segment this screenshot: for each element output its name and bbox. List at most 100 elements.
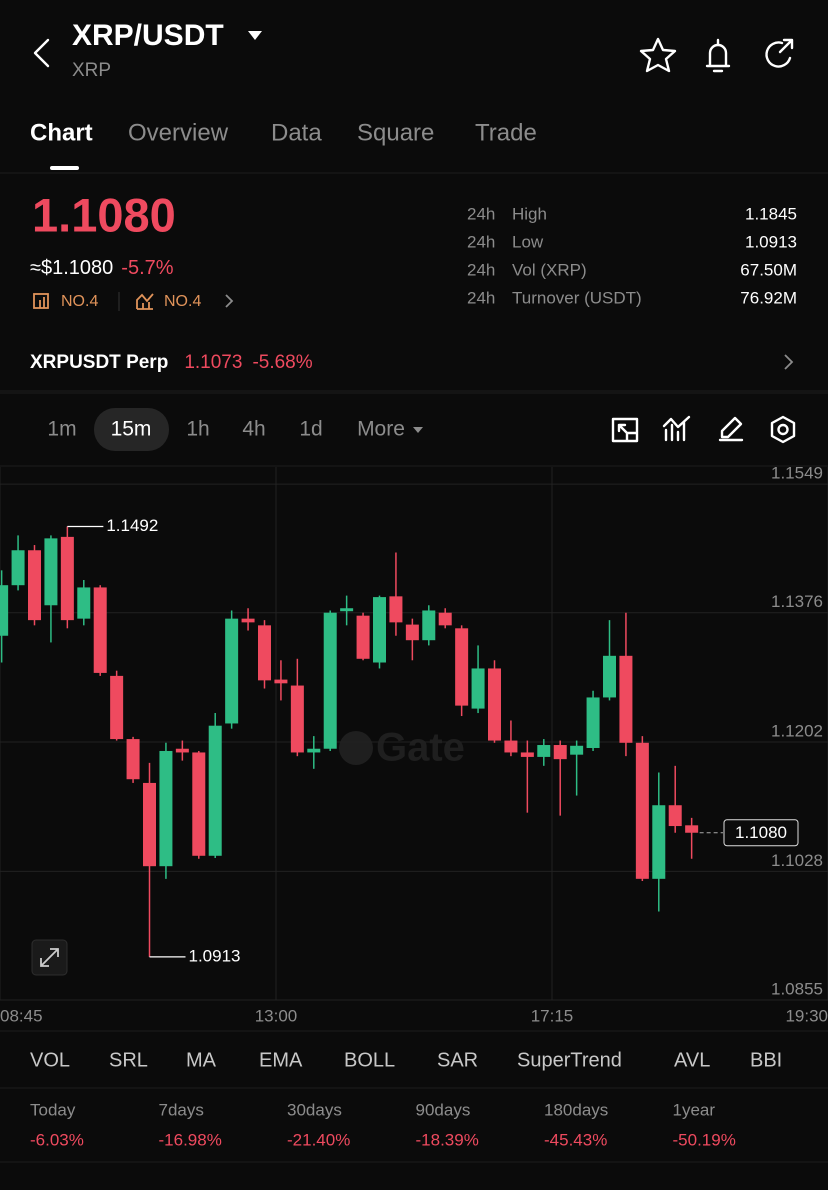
performance-period: 90days (416, 1100, 471, 1119)
tab[interactable]: Square (357, 119, 434, 146)
interval-option[interactable]: 1h (186, 418, 209, 441)
candle-body (389, 596, 403, 623)
candle-body (290, 685, 304, 753)
market-rank[interactable]: NO.4 (61, 293, 98, 310)
rank-icon (33, 293, 49, 309)
candle-body (455, 628, 469, 706)
indicator-option[interactable]: BOLL (344, 1049, 395, 1071)
tab[interactable]: Data (271, 119, 322, 146)
last-price-box (723, 819, 799, 847)
last-price: 1.1080 (32, 188, 176, 241)
interval-selected-bg (94, 408, 169, 451)
interval-option[interactable]: 1d (299, 418, 322, 441)
candle-body (619, 655, 633, 743)
tab-bar: Chart Overview Data Square Trade (30, 119, 537, 146)
candle-body (323, 612, 337, 749)
candle-body (241, 618, 255, 623)
candlestick-chart: Gate 1.0855 1.1028 1.1202 1.1376 1.1549 08:45… (0, 464, 828, 1025)
candle-body (28, 550, 41, 621)
candle-body (175, 748, 189, 753)
rank-chevron[interactable] (225, 294, 234, 308)
stat-label: High (512, 204, 547, 223)
indicator-option[interactable]: SAR (437, 1049, 478, 1071)
perp-price: 1.1073 (184, 352, 242, 373)
candle-body (143, 782, 156, 867)
performance-change: -18.39% (416, 1130, 479, 1149)
candle-body (520, 752, 534, 757)
favorite-button[interactable] (639, 37, 677, 73)
pair-subtitle: XRP (72, 60, 111, 81)
stat-value: 67.50M (740, 260, 797, 279)
fullscreen-tool[interactable] (611, 417, 639, 443)
tab[interactable]: Overview (128, 119, 229, 146)
settings-tool[interactable] (770, 415, 796, 444)
candle-body (373, 597, 386, 663)
candle-body (553, 745, 567, 760)
performance-change: -21.40% (287, 1130, 350, 1149)
perp-chevron[interactable] (784, 354, 794, 370)
performance-period: 1year (673, 1100, 716, 1119)
trend-rank[interactable]: NO.4 (164, 293, 201, 310)
x-tick-label: 13:00 (255, 1006, 298, 1025)
trend-icon (136, 293, 154, 310)
interval-option[interactable]: More (357, 418, 405, 441)
candle-body (110, 675, 124, 740)
candle-body (225, 618, 239, 724)
candle-body (44, 538, 58, 606)
stat-period: 24h (467, 288, 495, 307)
watermark: Gate (376, 726, 465, 770)
y-tick-label: 1.1202 (771, 722, 823, 741)
stat-value: 76.92M (740, 288, 797, 307)
back-button[interactable] (33, 38, 50, 68)
candle-body (60, 536, 74, 621)
stat-label: Low (512, 232, 544, 251)
candle-body (603, 655, 616, 698)
candle-body (0, 585, 9, 636)
candle-body (471, 668, 485, 709)
indicator-option[interactable]: EMA (259, 1049, 303, 1071)
candle-body (668, 805, 682, 827)
pair-dropdown[interactable] (248, 31, 262, 40)
indicator-option[interactable]: MA (186, 1049, 217, 1071)
indicator-option[interactable]: SRL (109, 1049, 148, 1071)
interval-option[interactable]: 1m (47, 418, 76, 441)
performance-change: -16.98% (159, 1130, 222, 1149)
interval-option[interactable]: 15m (111, 418, 152, 441)
indicator-option[interactable]: BBI (750, 1049, 782, 1071)
share-button[interactable] (765, 38, 794, 68)
tab[interactable]: Trade (475, 119, 537, 146)
indicator-option[interactable]: VOL (30, 1049, 70, 1071)
performance-period: Today (30, 1100, 76, 1119)
indicator-option[interactable]: AVL (674, 1049, 710, 1071)
tab[interactable]: Chart (30, 119, 93, 146)
pair-title[interactable]: XRP/USDT (72, 19, 224, 52)
performance-period: 30days (287, 1100, 342, 1119)
usd-price: ≈$1.1080 (30, 257, 113, 279)
last-price-label: 1.1080 (735, 823, 787, 842)
candle-body (488, 668, 501, 741)
performance-change: -6.03% (30, 1130, 84, 1149)
candle-body (685, 825, 699, 833)
indicator-option[interactable]: SuperTrend (517, 1049, 622, 1071)
perp-row[interactable]: XRPUSDT Perp 1.1073 -5.68% (30, 352, 313, 373)
candle-body (258, 625, 271, 681)
candle-body (652, 805, 666, 879)
performance-table: Today -6.03% 7days -16.98% 30days -21.40% 90da… (30, 1100, 736, 1149)
y-tick-label: 1.0855 (771, 979, 823, 998)
stat-value: 1.0913 (745, 232, 797, 251)
alert-button[interactable] (705, 38, 731, 73)
candle-body (77, 587, 91, 619)
stats-table: 24h High 1.1845 24h Low 1.0913 24h Vol (XRP) 67.… (467, 204, 797, 307)
candle-body (274, 679, 288, 684)
candle-body (438, 612, 452, 626)
candle-body (208, 725, 222, 856)
indicator-tool[interactable] (662, 415, 691, 442)
interval-bar: 1m 15m 1h 4h 1d More (47, 418, 405, 441)
interval-option[interactable]: 4h (242, 418, 265, 441)
more-dropdown[interactable] (413, 427, 423, 433)
draw-tool[interactable] (718, 416, 744, 442)
x-tick-label: 17:15 (531, 1006, 574, 1025)
candle-body (11, 550, 25, 586)
